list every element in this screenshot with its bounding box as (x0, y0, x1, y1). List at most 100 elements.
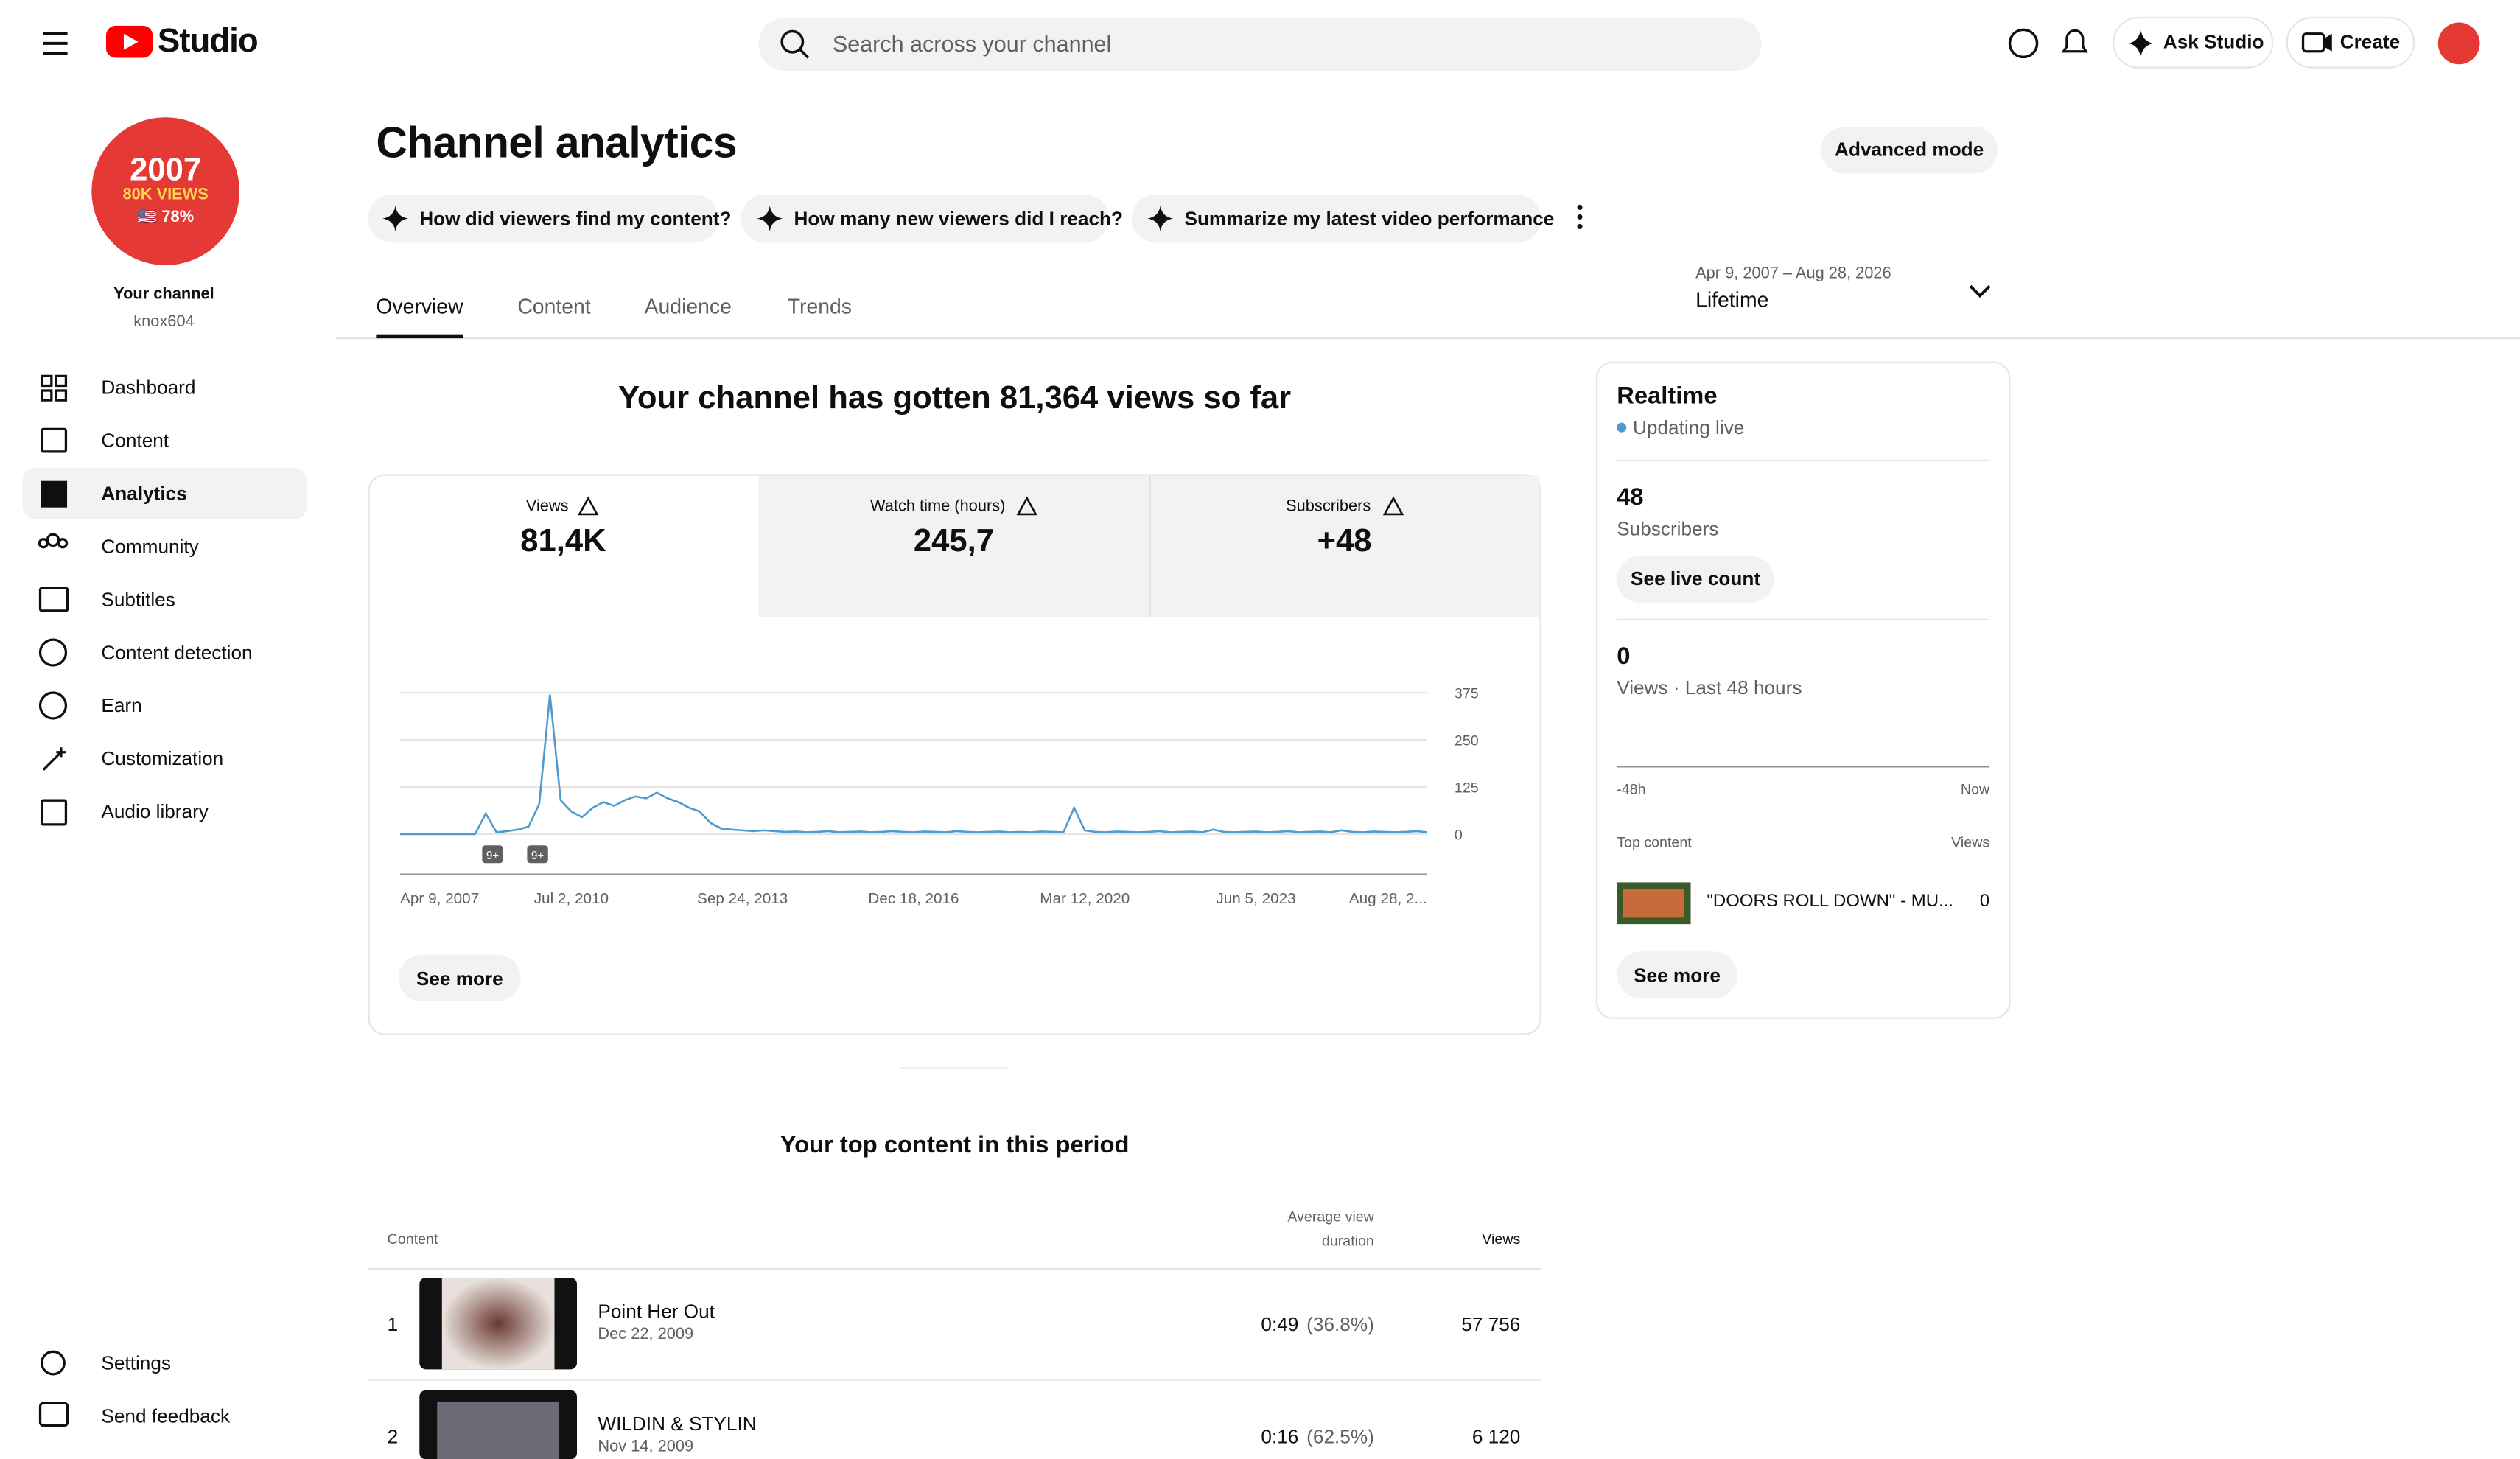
nav-item[interactable]: Analytics (101, 482, 187, 505)
y-tick-label: 250 (1455, 733, 1479, 749)
prompt-chip[interactable]: How did viewers find my content? (419, 207, 732, 230)
subscriber-count: 48 (1617, 483, 1644, 511)
y-tick-label: 0 (1455, 828, 1463, 844)
x-tick-label: Aug 28, 2... (1349, 890, 1427, 907)
date-range: Apr 9, 2007 – Aug 28, 2026 (1695, 265, 1891, 283)
create-button[interactable] (2286, 16, 2415, 69)
x-tick-label: Dec 18, 2016 (868, 890, 959, 907)
date-dropdown-icon[interactable] (1969, 284, 1991, 298)
live-dot (1617, 422, 1627, 433)
views-column: Views (1951, 834, 1990, 850)
realtime-card (1595, 361, 2011, 1019)
nav-item[interactable]: Send feedback (101, 1404, 231, 1427)
prompt-chip[interactable]: How many new viewers did I reach? (794, 207, 1124, 230)
nav-item[interactable]: Content (101, 429, 169, 452)
nav-item[interactable]: Content detection (101, 641, 253, 664)
ask-studio-button[interactable] (2113, 16, 2274, 69)
nav-selected-bg (22, 467, 307, 519)
search-icon (780, 29, 805, 54)
views: 57 756 (1461, 1312, 1521, 1336)
metric-label[interactable]: Subscribers (1286, 498, 1371, 517)
avg-percent: (36.8%) (1306, 1312, 1374, 1336)
thumbnail-image (441, 1277, 555, 1370)
x-tick-label: Jul 2, 2010 (534, 890, 609, 907)
top-content-views: 0 (1979, 892, 1990, 912)
see-more-button[interactable] (1617, 951, 1737, 998)
avg-duration: 0:16 (1261, 1425, 1299, 1449)
channel-avatar[interactable] (91, 117, 239, 265)
search-icon-handle (799, 49, 810, 59)
nav-item[interactable]: Earn (101, 694, 142, 717)
chip-sparkles (382, 204, 1583, 232)
tab[interactable]: Audience (644, 294, 732, 318)
search-box[interactable] (758, 17, 1762, 71)
see-more-label[interactable]: See more (1634, 964, 1721, 987)
column-header: Views (1482, 1231, 1521, 1248)
metric-value[interactable]: 245,7 (913, 524, 995, 560)
account-avatar[interactable] (2437, 22, 2480, 65)
prompt-chip[interactable]: Summarize my latest video performance (1184, 207, 1555, 230)
views: 6 120 (1471, 1425, 1521, 1449)
nav-item[interactable]: Community (101, 535, 199, 558)
axis-label: -48h (1617, 781, 1646, 797)
live-count-button[interactable] (1617, 556, 1774, 603)
logo-play (123, 33, 139, 50)
x-tick-label: Mar 12, 2020 (1040, 890, 1130, 907)
bell-icon[interactable] (2061, 29, 2089, 53)
top-content-title[interactable]: "DOORS ROLL DOWN" - MU... (1707, 892, 1954, 912)
axis-label: Now (1960, 781, 1990, 797)
annotation: 9+ (486, 850, 499, 862)
nav-item[interactable]: Subtitles (101, 588, 175, 611)
create-label: Create (2339, 30, 2401, 53)
video-title[interactable]: Point Her Out (598, 1300, 715, 1323)
avatar-text: 80K VIEWS (122, 186, 209, 205)
prompt-chips (368, 194, 1541, 243)
top-content-label: Top content (1617, 834, 1692, 850)
views-chart: 0 125 250 375 Apr 9, 2007 Jul 2, 2010 Sep 24, … (400, 686, 1479, 907)
help-icon[interactable] (2008, 28, 2039, 59)
views-count: 0 (1617, 643, 1631, 671)
avg-duration: 0:49 (1261, 1312, 1299, 1336)
live-status: Updating live (1633, 416, 1745, 439)
thumbnail-detail (1623, 889, 1684, 918)
nav-item[interactable]: Audio library (101, 800, 209, 823)
channel-label: Your channel (113, 286, 214, 304)
nav-item[interactable]: Settings (101, 1351, 171, 1374)
avg-percent: (62.5%) (1306, 1425, 1374, 1449)
views-line (400, 694, 1427, 836)
sparkle-icon (2127, 29, 2154, 58)
annotation: 9+ (531, 850, 544, 862)
avatar-text: 🇺🇸 78% (137, 209, 195, 227)
annotation-badge (527, 845, 548, 864)
tab[interactable]: Overview (376, 294, 463, 318)
tab[interactable]: Content (517, 294, 591, 318)
search-placeholder: Search across your channel (832, 30, 1112, 57)
advanced-mode-label[interactable]: Advanced mode (1835, 138, 1984, 161)
nav-item[interactable]: Dashboard (101, 376, 196, 399)
see-more-button[interactable] (398, 954, 521, 1001)
metric-value: 81,4K (520, 524, 606, 560)
row-rank: 1 (387, 1312, 399, 1336)
row-rank: 2 (387, 1425, 399, 1449)
see-more-label[interactable]: See more (416, 968, 503, 990)
live-count-label[interactable]: See live count (1631, 567, 1761, 590)
video-title[interactable]: WILDIN & STYLIN (598, 1413, 757, 1435)
ask-studio-label: Ask Studio (2163, 30, 2264, 53)
period[interactable]: Lifetime (1695, 287, 1769, 312)
metric-label[interactable]: Watch time (hours) (869, 498, 1006, 517)
x-tick-label: Apr 9, 2007 (400, 890, 479, 907)
tab[interactable]: Trends (787, 294, 852, 318)
section-title: Your top content in this period (780, 1131, 1130, 1159)
subscriber-label: Subscribers (1617, 517, 1719, 540)
menu-icon[interactable] (43, 32, 68, 55)
nav-item[interactable]: Customization (101, 747, 224, 770)
metric-value[interactable]: +48 (1317, 524, 1372, 560)
realtime-title: Realtime (1617, 382, 1718, 410)
metric-label: Views (525, 498, 569, 517)
column-header: Content (387, 1231, 438, 1248)
advanced-mode-button[interactable] (1821, 127, 1998, 174)
views-label: Views · Last 48 hours (1617, 676, 1802, 699)
page-title: Channel analytics (376, 119, 738, 167)
create-icon-lens (2323, 33, 2332, 52)
